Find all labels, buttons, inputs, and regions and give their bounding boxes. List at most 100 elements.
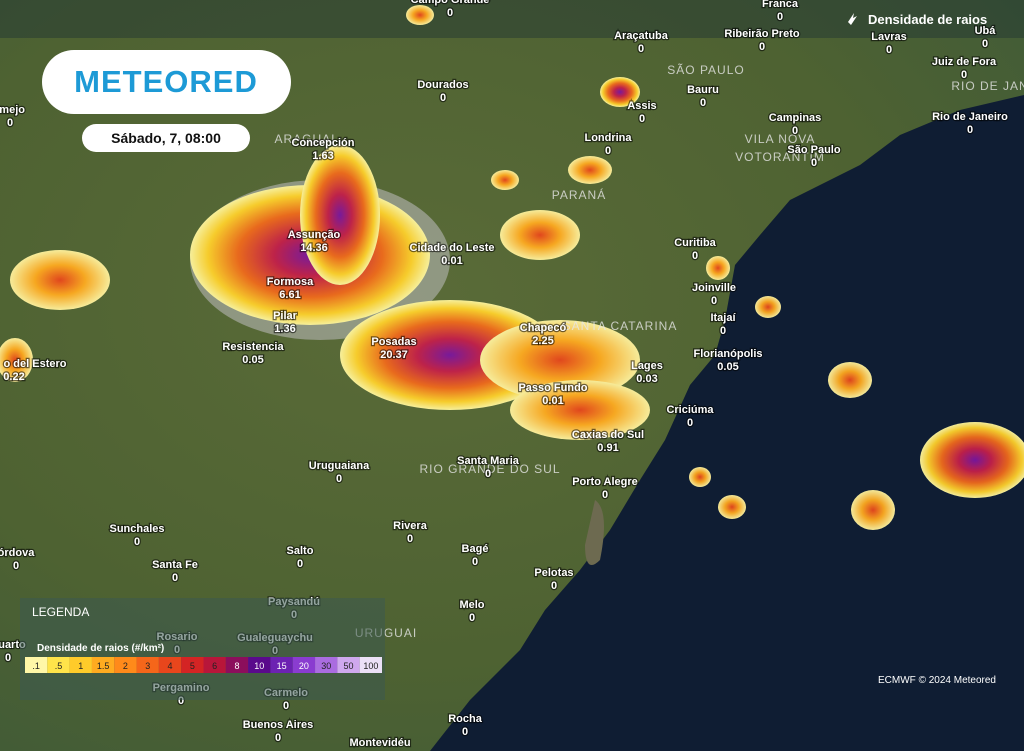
city-value: 0: [720, 325, 726, 337]
city-value: 14.36: [300, 242, 328, 254]
city-value: 0: [297, 558, 303, 570]
city-name: Lages: [631, 360, 663, 372]
legend-label: 15: [277, 661, 287, 671]
legend-label: 3: [145, 661, 150, 671]
city-value: 0.05: [717, 361, 738, 373]
city-name: Montevidéu: [349, 737, 410, 749]
city-value: 0: [602, 489, 608, 501]
legend-swatch: [225, 657, 249, 673]
legend-label: 100: [363, 661, 378, 671]
legend-swatch: [25, 657, 48, 673]
legend-swatch: [69, 657, 92, 673]
city-name: Itajaí: [710, 312, 736, 324]
city-value: 0: [967, 124, 973, 136]
city-value: 0: [639, 113, 645, 125]
city-value: 0: [485, 468, 491, 480]
legend-swatch: [91, 657, 115, 673]
city-name: Buenos Aires: [243, 719, 314, 731]
city-value: 0: [7, 117, 13, 129]
legend-label: 50: [344, 661, 354, 671]
credit: ECMWF © 2024 Meteored: [878, 675, 996, 686]
city-name: Caxias do Sul: [572, 429, 644, 441]
city-name: Chapecó: [520, 322, 567, 334]
ocean: [430, 95, 1024, 751]
legend-swatch: [270, 657, 293, 673]
city-name: Santa Fe: [152, 559, 198, 571]
layer-title: Densidade de raios: [868, 12, 987, 27]
city-name: Rivera: [393, 520, 428, 532]
city-value: 0: [134, 536, 140, 548]
legend-swatch: [292, 657, 316, 673]
legend-swatch: [315, 657, 338, 673]
city-name: Juiz de Fora: [932, 56, 997, 68]
legend-swatch: [47, 657, 70, 673]
city-value: 0: [462, 726, 468, 738]
date-box: [82, 124, 250, 152]
legend: LEGENDA Densidade de raios (#/km²) .1 .5 1…: [20, 598, 385, 700]
city-name: Resistencia: [222, 341, 284, 353]
city-name: Lavras: [871, 31, 906, 43]
region-label: SANTA CATARINA: [563, 319, 678, 333]
legend-label: 2: [123, 661, 128, 671]
city-name: Franca: [762, 0, 799, 10]
legend-swatch: [337, 657, 360, 673]
lightning-icon: [848, 13, 857, 25]
city-value: 0: [447, 7, 453, 19]
city-name: Melo: [459, 599, 484, 611]
legend-swatch: [136, 657, 159, 673]
city-value: 0: [605, 145, 611, 157]
city-name: Pelotas: [534, 567, 573, 579]
region-label: RIO DE JAN: [951, 79, 1024, 93]
logo: METEORED: [74, 64, 258, 99]
city-value: 0: [961, 69, 967, 81]
city-value: 0: [551, 580, 557, 592]
city-name: Joinville: [692, 282, 736, 294]
legend-swatch: [359, 657, 382, 673]
city-name: Criciúma: [666, 404, 714, 416]
city-name: Uruguaiana: [309, 460, 370, 472]
city-name: Dourados: [417, 79, 468, 91]
date: Sábado, 7, 08:00: [111, 130, 221, 146]
legend-label: 30: [321, 661, 331, 671]
city-name: Formosa: [267, 276, 314, 288]
lightning-layer: [0, 5, 1024, 530]
legend-swatch: [181, 657, 204, 673]
legend-label: .1: [32, 661, 40, 671]
city-name: Cidade do Leste: [410, 242, 495, 254]
city-value: 1.36: [274, 323, 295, 335]
city-name: Campinas: [769, 112, 822, 124]
city-name: Sunchales: [109, 523, 164, 535]
legend-swatch: [203, 657, 226, 673]
city-value: 0: [638, 43, 644, 55]
city-name: Assis: [627, 100, 656, 112]
city-value: 0: [811, 157, 817, 169]
city-value: 0.91: [597, 442, 618, 454]
region-label: VILA NOVA: [745, 132, 816, 146]
city-name: Santa Maria: [457, 455, 520, 467]
city-name: Florianópolis: [693, 348, 762, 360]
legend-title: LEGENDA: [32, 605, 89, 619]
city-value: 1.63: [312, 150, 333, 162]
city-name: Salto: [287, 545, 314, 557]
city-name: o del Estero: [4, 358, 67, 370]
city-value: 0: [407, 533, 413, 545]
city-name: Londrina: [584, 132, 632, 144]
city-name: Pilar: [273, 310, 298, 322]
city-value: 0.22: [3, 371, 24, 383]
city-name: Posadas: [371, 336, 416, 348]
city-name: Rocha: [448, 713, 483, 725]
legend-label: 5: [190, 661, 195, 671]
region-label: SÃO PAULO: [667, 63, 744, 77]
city-name: São Paulo: [787, 144, 840, 156]
city-value: 6.61: [279, 289, 300, 301]
city-value: 0: [469, 612, 475, 624]
city-value: 0: [172, 572, 178, 584]
city-value: 20.37: [380, 349, 408, 361]
city-value: 0: [711, 295, 717, 307]
city-name: Bagé: [462, 543, 489, 555]
legend-label: 6: [212, 661, 217, 671]
legend-label: 1: [78, 661, 83, 671]
city-name: Assunção: [288, 229, 341, 241]
legend-label: .5: [55, 661, 63, 671]
city-value: 0: [700, 97, 706, 109]
